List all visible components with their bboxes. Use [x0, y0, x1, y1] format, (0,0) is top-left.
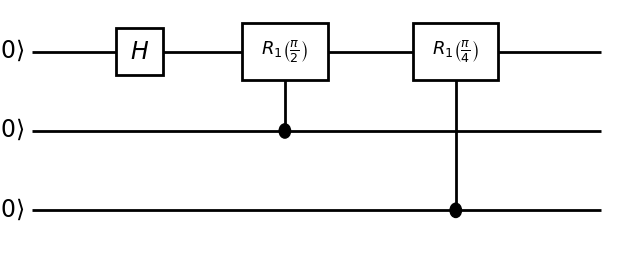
Text: $R_1\left(\frac{\pi}{4}\right)$: $R_1\left(\frac{\pi}{4}\right)$	[432, 39, 479, 65]
Text: $R_1\left(\frac{\pi}{2}\right)$: $R_1\left(\frac{\pi}{2}\right)$	[261, 39, 308, 65]
Text: $H$: $H$	[130, 40, 149, 64]
Text: $|0\rangle$: $|0\rangle$	[0, 37, 25, 66]
Circle shape	[450, 203, 461, 217]
FancyBboxPatch shape	[413, 23, 499, 80]
Text: $|0\rangle$: $|0\rangle$	[0, 196, 25, 225]
FancyBboxPatch shape	[242, 23, 328, 80]
Circle shape	[279, 124, 291, 138]
FancyBboxPatch shape	[116, 28, 163, 75]
Text: $|0\rangle$: $|0\rangle$	[0, 117, 25, 146]
